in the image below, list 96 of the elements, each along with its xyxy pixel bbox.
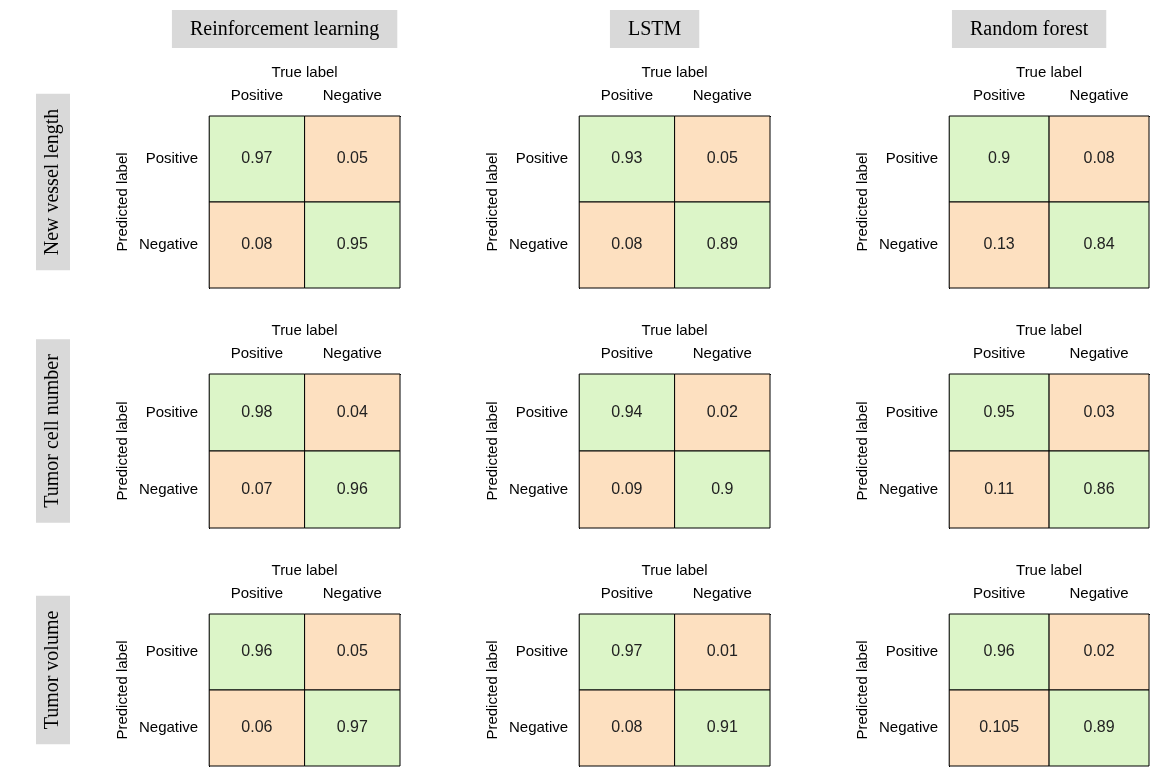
y-tick-label: Negative [509,718,569,736]
data-label: 0.02 [706,402,738,420]
data-label: 0.06 [241,718,273,736]
data-label: 0.89 [1083,718,1115,736]
x-tick-label: Positive [972,344,1026,362]
data-label: 0.05 [336,642,368,660]
y-tick-label: Positive [515,642,569,660]
chart-title: Random forest [969,17,1089,40]
y-tick-label: Negative [139,718,199,736]
data-label: 0.95 [336,235,368,253]
y-axis-title: Predicted label [483,401,501,501]
y-axis-title: Predicted label [853,401,871,501]
y-axis-title: Predicted label [113,640,131,740]
x-tick-label: Positive [600,584,654,602]
y-axis-title: Predicted label [483,640,501,740]
data-label: 0.84 [1083,235,1115,253]
y-axis-title: Predicted label [113,401,131,501]
data-label: 0.08 [241,235,273,253]
text: Tumor cell number [40,353,63,508]
y-axis-title: Predicted label [483,152,501,252]
y-tick-label: Negative [509,479,569,497]
data-label: 0.9 [711,479,734,497]
y-tick-label: Positive [145,149,199,167]
x-tick-label: Positive [230,584,284,602]
x-axis-title: True label [641,321,708,339]
data-label: 0.105 [979,718,1020,736]
x-tick-label: Positive [972,584,1026,602]
data-label: 0.11 [984,479,1015,497]
data-label: 0.98 [241,402,273,420]
data-label: 0.07 [241,479,273,497]
data-label: 0.08 [1083,149,1115,167]
data-label: 0.96 [983,642,1015,660]
y-axis-title: Predicted label [853,640,871,740]
y-tick-label: Negative [509,235,569,253]
data-label: 0.9 [988,149,1011,167]
x-axis-title: True label [1016,63,1083,81]
data-label: 0.03 [1083,402,1115,420]
x-tick-label: Negative [322,344,382,362]
y-tick-label: Positive [515,149,569,167]
y-axis-title: Predicted label [113,152,131,252]
data-label: 0.95 [983,402,1015,420]
x-axis-title: True label [1016,321,1083,339]
y-tick-label: Positive [885,642,939,660]
data-label: 0.86 [1083,479,1115,497]
x-axis-title: True label [271,63,338,81]
data-label: 0.04 [336,402,368,420]
x-tick-label: Negative [692,86,752,104]
x-tick-label: Positive [230,344,284,362]
data-label: 0.91 [706,718,738,736]
y-tick-label: Negative [139,235,199,253]
y-tick-label: Positive [145,642,199,660]
y-tick-label: Negative [139,479,199,497]
data-label: 0.13 [983,235,1015,253]
x-tick-label: Negative [1069,86,1129,104]
data-label: 0.02 [1083,642,1115,660]
x-tick-label: Negative [692,584,752,602]
data-label: 0.08 [611,235,643,253]
data-label: 0.89 [706,235,738,253]
x-axis-title: True label [1016,561,1083,579]
data-label: 0.08 [611,718,643,736]
x-axis-title: True label [271,321,338,339]
x-tick-label: Negative [322,86,382,104]
chart-title: LSTM [627,17,682,40]
x-tick-label: Positive [600,86,654,104]
x-tick-label: Negative [1069,344,1129,362]
data-label: 0.93 [611,149,643,167]
x-axis-title: True label [271,561,338,579]
x-tick-label: Negative [322,584,382,602]
y-tick-label: Negative [879,235,939,253]
y-tick-label: Positive [515,402,569,420]
y-tick-label: Positive [885,402,939,420]
text: New vessel length [40,108,64,256]
data-label: 0.94 [611,402,643,420]
x-axis-title: True label [641,63,708,81]
y-tick-label: Positive [885,149,939,167]
x-tick-label: Positive [972,86,1026,104]
data-label: 0.09 [611,479,643,497]
y-tick-label: Negative [879,479,939,497]
data-label: 0.97 [336,718,368,736]
text: Tumor volume [40,610,63,730]
data-label: 0.01 [706,642,738,660]
data-label: 0.97 [241,149,273,167]
data-label: 0.96 [336,479,368,497]
data-label: 0.05 [336,149,368,167]
x-tick-label: Positive [600,344,654,362]
chart-title: Reinforcement learning [189,17,380,41]
y-tick-label: Negative [879,718,939,736]
y-tick-label: Positive [145,402,199,420]
data-label: 0.96 [241,642,273,660]
x-tick-label: Negative [692,344,752,362]
x-tick-label: Negative [1069,584,1129,602]
x-axis-title: True label [641,561,708,579]
data-label: 0.05 [706,149,738,167]
x-tick-label: Positive [230,86,284,104]
data-label: 0.97 [611,642,643,660]
y-axis-title: Predicted label [853,152,871,252]
